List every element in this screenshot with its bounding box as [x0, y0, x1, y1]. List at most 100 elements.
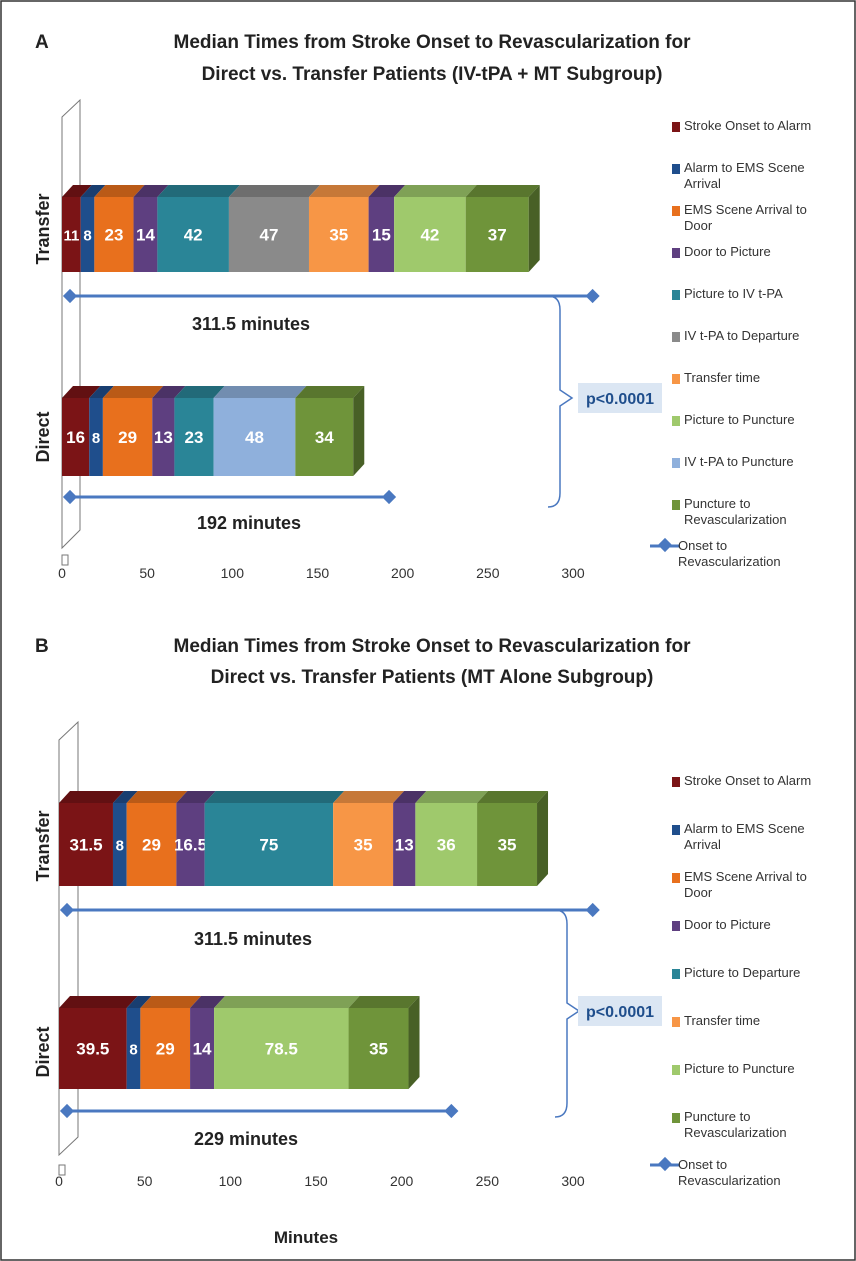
legend-entry-label: Alarm to EMS Scene Arrival [684, 821, 805, 852]
bar-segment-top [228, 185, 320, 197]
bar-segment [133, 197, 158, 272]
bar-segment-top [59, 791, 124, 803]
bar-segment-top [157, 185, 240, 197]
bar-end-face [408, 996, 420, 1089]
category-label: Direct [33, 411, 53, 462]
bar-segment-top [477, 791, 549, 803]
segment-value-label: 35 [369, 1040, 388, 1059]
bar-segment [126, 1008, 141, 1089]
bar-segment-top [62, 386, 101, 398]
legend-entry-label: Transfer time [684, 1013, 760, 1028]
segment-value-label: 39.5 [76, 1040, 109, 1059]
bar-segment-top [133, 185, 169, 197]
total-marker [62, 489, 78, 505]
bar-segment [59, 803, 113, 886]
bar-segment-top [465, 185, 540, 197]
legend-swatch [672, 248, 680, 258]
bar-segment [204, 803, 334, 886]
bar-segment [62, 197, 81, 272]
bar-segment-top [393, 791, 427, 803]
bar-segment-top [62, 185, 92, 197]
significance-box [578, 996, 662, 1026]
bar-segment-top [295, 386, 365, 398]
bar-segment [62, 398, 90, 476]
x-axis-label: Minutes [274, 1228, 338, 1247]
segment-value-label: 13 [395, 836, 414, 855]
bar-segment-top [89, 386, 114, 398]
legend-entry-label: Onset to Revascularization [678, 538, 781, 569]
segment-value-label: 37 [488, 226, 507, 245]
x-tick-label: 200 [391, 565, 415, 581]
legend-entry-label: Puncture to Revascularization [684, 1109, 787, 1140]
bar-segment-top [94, 185, 145, 197]
segment-value-label: 29 [118, 428, 137, 447]
legend-swatch [672, 921, 680, 931]
bar-segment-top [348, 996, 420, 1008]
bar-segment [59, 1008, 127, 1089]
bar-segment-top [214, 996, 360, 1008]
segment-value-label: 47 [259, 226, 278, 245]
legend-entry-label: Puncture to Revascularization [684, 496, 787, 527]
legend-entry-label: Door to Picture [684, 244, 771, 259]
significance-label: p<0.0001 [586, 391, 654, 408]
legend-swatch [672, 458, 680, 468]
bar-segment [228, 197, 309, 272]
bar-segment-top [213, 386, 307, 398]
bar-segment [394, 197, 466, 272]
x-tick-label: 150 [306, 565, 330, 581]
bar-segment-top [190, 996, 226, 1008]
legend-entry-label: Alarm to EMS Scene Arrival [684, 160, 805, 191]
panel-label: B [35, 636, 49, 657]
legend-swatch [672, 1113, 680, 1123]
x-tick-label: 300 [561, 565, 585, 581]
legend-total-marker [657, 1156, 673, 1172]
segment-value-label: 16 [66, 428, 85, 447]
bar-segment [112, 803, 127, 886]
segment-value-label: 8 [92, 430, 100, 447]
bar-segment-top [174, 386, 225, 398]
total-label: 311.5 minutes [192, 314, 310, 334]
chart-subtitle: Direct vs. Transfer Patients (IV-tPA + M… [202, 64, 663, 85]
total-label: 192 minutes [197, 513, 301, 533]
segment-value-label: 29 [142, 836, 161, 855]
bar-segment [140, 1008, 191, 1089]
segment-value-label: 36 [437, 836, 456, 855]
segment-value-label: 42 [184, 226, 203, 245]
bar-segment [152, 398, 175, 476]
x-tick-label: 100 [221, 565, 245, 581]
x-tick-label: 0 [55, 1173, 63, 1189]
bar-segment-top [102, 386, 164, 398]
chart-title: Median Times from Stroke Onset to Revasc… [174, 32, 692, 53]
bar-segment [157, 197, 229, 272]
category-label: Direct [33, 1026, 53, 1077]
significance-label: p<0.0001 [586, 1004, 654, 1021]
legend-swatch [672, 777, 680, 787]
segment-value-label: 35 [498, 836, 517, 855]
legend-swatch [672, 416, 680, 426]
x-tick-label: 150 [304, 1173, 328, 1189]
segment-value-label: 23 [104, 226, 123, 245]
bar-segment-top [308, 185, 380, 197]
legend-entry-label: Picture to Puncture [684, 1061, 795, 1076]
bar-segment-top [394, 185, 477, 197]
bar-segment [89, 398, 103, 476]
legend-total-marker [657, 537, 673, 553]
total-marker [59, 1103, 75, 1119]
bar-segment-top [368, 185, 406, 197]
bar-segment [415, 803, 478, 886]
segment-value-label: 75 [259, 836, 278, 855]
x-tick-label: 100 [219, 1173, 243, 1189]
segment-value-label: 34 [315, 428, 334, 447]
segment-value-label: 8 [129, 1042, 137, 1059]
x-tick-label: 50 [137, 1173, 153, 1189]
x-tick-label: 250 [476, 565, 500, 581]
legend-entry-label: EMS Scene Arrival to Door [684, 202, 807, 233]
bar-segment-top [333, 791, 405, 803]
total-label: 311.5 minutes [194, 929, 312, 949]
legend-entry-label: Stroke Onset to Alarm [684, 118, 811, 133]
bar-segment-top [204, 791, 345, 803]
chart-floor-edge [61, 554, 69, 566]
legend-entry-label: IV t-PA to Puncture [684, 454, 794, 469]
total-marker [444, 1103, 459, 1119]
